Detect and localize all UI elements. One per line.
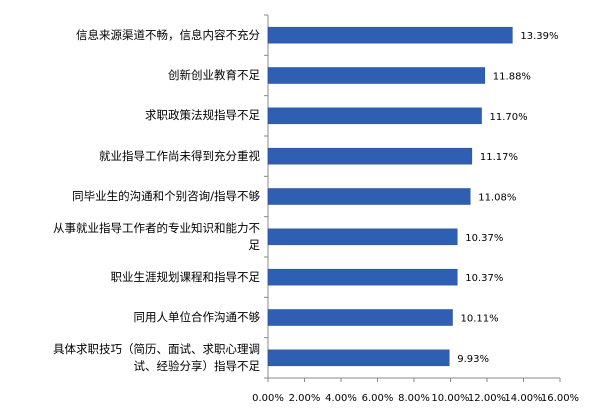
y-tick-label: 信息来源渠道不畅，信息内容不充分 [76, 27, 260, 42]
x-tick-label: 0.00% [252, 393, 284, 404]
y-tick-label: 求职政策法规指导不足 [145, 108, 260, 123]
y-tick-label: 同用人单位合作沟通不够 [133, 310, 261, 324]
value-label: 11.17% [480, 152, 518, 163]
y-tick-label: 创新创业教育不足 [168, 68, 260, 82]
x-tick-label: 6.00% [362, 393, 394, 404]
x-tick-label: 4.00% [325, 393, 357, 404]
bar [267, 188, 471, 205]
y-tick-label: 职业生涯规划课程和指导不足 [110, 269, 261, 284]
value-label: 10.37% [465, 233, 503, 244]
bar [267, 228, 458, 246]
x-tick-label: 10.00% [431, 393, 469, 404]
bar [267, 147, 473, 165]
x-tick-label: 16.00% [541, 393, 579, 404]
y-tick-label: 同毕业生的沟通和个别咨询/指导不够 [72, 189, 260, 203]
value-label: 11.08% [478, 193, 516, 204]
x-tick-label: 12.00% [468, 393, 506, 404]
bar [267, 268, 458, 286]
x-tick-label: 14.00% [504, 393, 542, 404]
bar [267, 26, 513, 44]
y-tick-label: 从事就业指导工作者的专业知识和能力不足 [53, 220, 260, 252]
value-label: 11.70% [490, 112, 528, 123]
bar [267, 67, 486, 84]
x-tick-label: 2.00% [289, 393, 321, 404]
bar [267, 349, 450, 367]
value-label: 13.39% [520, 31, 558, 42]
y-tick-label: 就业指导工作尚未得到充分重视 [99, 148, 260, 163]
value-label: 9.93% [457, 354, 489, 365]
x-tick-label: 8.00% [398, 393, 430, 404]
bar [267, 309, 453, 326]
value-label: 10.37% [465, 273, 503, 284]
value-label: 11.88% [493, 72, 531, 83]
y-tick-label: 具体求职技巧（简历、面试、求职心理调试、经验分享）指导不足 [53, 341, 260, 373]
bar [267, 107, 482, 125]
value-label: 10.11% [461, 314, 499, 325]
